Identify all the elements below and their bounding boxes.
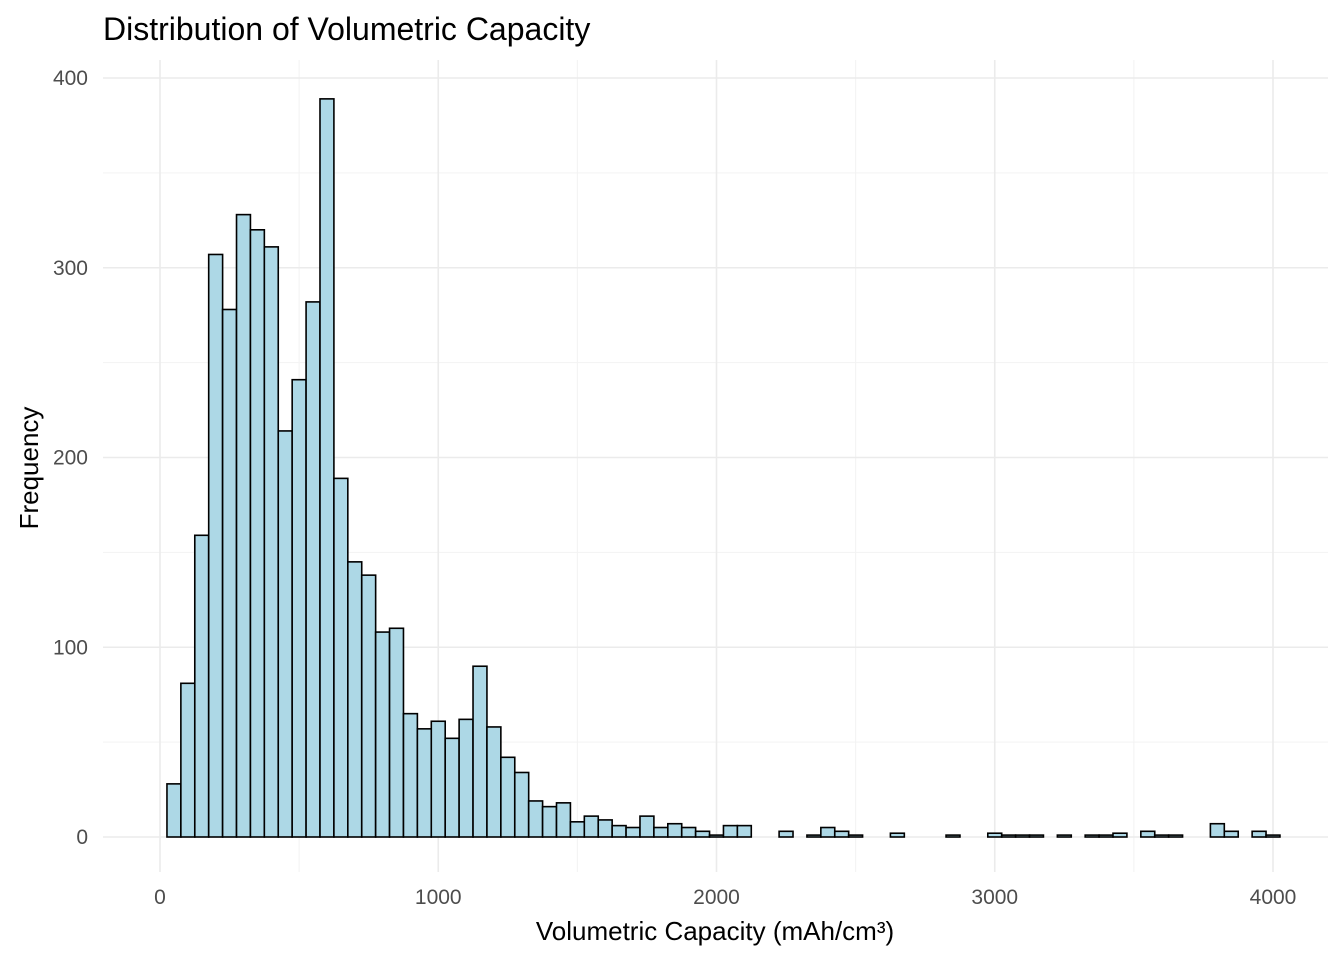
histogram-bar bbox=[986, 832, 1003, 838]
histogram-bar bbox=[945, 834, 961, 838]
y-tick-label: 300 bbox=[53, 257, 88, 280]
x-axis-ticks: 0 1000 2000 3000 4000 bbox=[154, 886, 1296, 909]
histogram-bar bbox=[541, 805, 558, 838]
histogram-bar bbox=[1153, 834, 1170, 838]
histogram-bar bbox=[472, 665, 488, 838]
y-tick-label: 0 bbox=[76, 826, 88, 849]
x-tick-label: 0 bbox=[154, 886, 166, 909]
histogram-bar bbox=[806, 834, 822, 838]
histogram-bar bbox=[653, 826, 669, 838]
histogram-bar bbox=[527, 800, 544, 838]
histogram-bar bbox=[1014, 834, 1031, 838]
histogram-bar bbox=[347, 561, 363, 838]
histogram-bar bbox=[277, 430, 293, 838]
histogram-bar bbox=[402, 712, 419, 838]
histogram-bar bbox=[708, 834, 725, 838]
histogram-bar bbox=[1223, 830, 1240, 838]
histogram-bar bbox=[555, 802, 572, 838]
histogram-bar bbox=[1084, 834, 1100, 838]
x-tick-label: 2000 bbox=[693, 886, 740, 909]
histogram-bar bbox=[1112, 832, 1128, 838]
histogram-bar bbox=[1098, 834, 1114, 838]
histogram-bar bbox=[500, 756, 516, 838]
histogram-bar bbox=[235, 213, 252, 838]
histogram-bar bbox=[458, 718, 474, 838]
chart-title: Distribution of Volumetric Capacity bbox=[103, 11, 590, 47]
x-tick-label: 4000 bbox=[1250, 886, 1297, 909]
histogram-bar bbox=[833, 830, 850, 838]
histogram-bar bbox=[1167, 834, 1184, 838]
y-tick-label: 100 bbox=[53, 636, 88, 659]
histogram-bar bbox=[1265, 834, 1281, 838]
histogram-bar bbox=[221, 308, 238, 838]
histogram-bar bbox=[263, 246, 280, 838]
histogram-bar bbox=[193, 534, 210, 838]
histogram-bars bbox=[166, 98, 1281, 838]
histogram-bar bbox=[1000, 834, 1017, 838]
histogram-bar bbox=[820, 826, 836, 838]
histogram-bar bbox=[444, 737, 460, 838]
histogram-bar bbox=[374, 631, 391, 838]
histogram-bar bbox=[430, 720, 447, 838]
histogram-bar bbox=[736, 824, 753, 838]
histogram-bar bbox=[166, 783, 182, 838]
y-tick-label: 200 bbox=[53, 447, 88, 470]
histogram-bar bbox=[680, 826, 697, 838]
histogram-bar bbox=[319, 98, 335, 838]
histogram-bar bbox=[667, 822, 683, 838]
x-tick-label: 1000 bbox=[415, 886, 462, 909]
histogram-bar bbox=[847, 834, 864, 838]
histogram-bar bbox=[694, 830, 711, 838]
histogram-bar bbox=[625, 826, 641, 838]
histogram-bar bbox=[639, 815, 655, 838]
histogram-bar bbox=[416, 728, 433, 838]
histogram-bar bbox=[305, 301, 321, 838]
x-tick-label: 3000 bbox=[971, 886, 1018, 909]
y-axis-title: Frequency bbox=[14, 407, 44, 530]
histogram-bar bbox=[1251, 830, 1267, 838]
histogram-bar bbox=[180, 682, 196, 838]
histogram-bar bbox=[611, 824, 627, 838]
histogram-bar bbox=[486, 726, 502, 838]
histogram-bar bbox=[291, 378, 307, 838]
histogram-bar bbox=[249, 229, 266, 838]
histogram-bar bbox=[778, 830, 794, 838]
histogram-bar bbox=[207, 253, 224, 838]
histogram-bar bbox=[513, 771, 530, 838]
histogram-bar bbox=[889, 832, 906, 838]
histogram-bar bbox=[1209, 822, 1226, 838]
histogram-bar bbox=[1028, 834, 1045, 838]
x-axis-title: Volumetric Capacity (mAh/cm³) bbox=[536, 916, 894, 946]
histogram-bar bbox=[1056, 834, 1073, 838]
histogram-bar bbox=[388, 627, 405, 838]
histogram-bar bbox=[722, 824, 739, 838]
histogram-bar bbox=[360, 574, 377, 838]
histogram-bar bbox=[597, 819, 613, 838]
y-tick-label: 400 bbox=[53, 67, 88, 90]
histogram-bar bbox=[333, 477, 349, 838]
histogram-bar bbox=[1140, 830, 1156, 838]
histogram-bar bbox=[583, 815, 600, 838]
histogram-bar bbox=[569, 821, 586, 838]
y-axis-ticks: 0 100 200 300 400 bbox=[53, 67, 88, 849]
